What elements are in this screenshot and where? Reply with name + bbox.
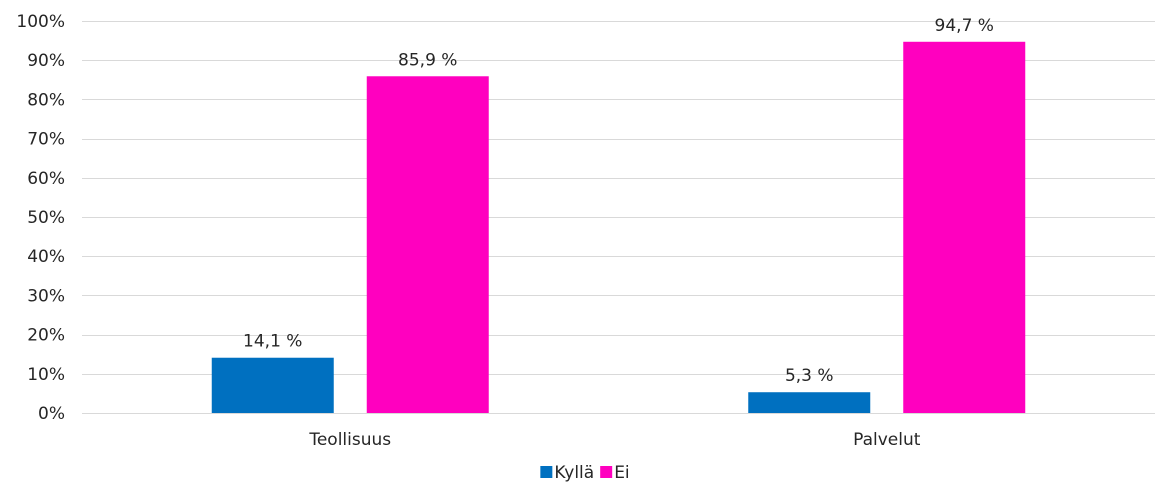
legend-swatch (540, 466, 553, 478)
y-tick-label: 0% (38, 404, 65, 424)
data-label: 94,7 % (935, 16, 994, 36)
bar-ei-teollisuus (366, 76, 489, 413)
y-tick-label: 30% (27, 286, 65, 306)
bar-kyll--teollisuus (211, 357, 334, 413)
x-category-label: Palvelut (853, 430, 921, 450)
y-tick-label: 60% (27, 169, 65, 189)
y-tick-label: 40% (27, 247, 65, 267)
x-category-label: Teollisuus (308, 430, 391, 450)
y-tick-label: 70% (27, 130, 65, 150)
y-tick-label: 100% (16, 12, 65, 32)
legend-label: Kyllä (554, 463, 594, 483)
legend-item: Ei (600, 463, 630, 483)
x-axis: Teollisuus Palvelut (308, 430, 920, 450)
legend-item: Kyllä (540, 463, 594, 483)
legend: Kyllä Ei (540, 463, 630, 483)
y-tick-label: 80% (27, 90, 65, 110)
data-label: 85,9 % (398, 50, 457, 70)
y-tick-label: 20% (27, 326, 65, 346)
data-labels: 14,1 % 85,9 % 5,3 % 94,7 % (243, 16, 994, 386)
y-tick-label: 50% (27, 208, 65, 228)
bar-kyll--palvelut (748, 392, 871, 413)
data-label: 14,1 % (243, 332, 302, 352)
bar-ei-palvelut (903, 41, 1026, 413)
data-label: 5,3 % (785, 366, 834, 386)
y-axis: 0% 10% 20% 30% 40% 50% 60% 70% 80% 90% 100% (16, 12, 65, 424)
y-tick-label: 90% (27, 51, 65, 71)
bars (211, 41, 1026, 413)
legend-label: Ei (614, 463, 629, 483)
y-tick-label: 10% (27, 365, 65, 385)
legend-swatch (600, 466, 613, 478)
